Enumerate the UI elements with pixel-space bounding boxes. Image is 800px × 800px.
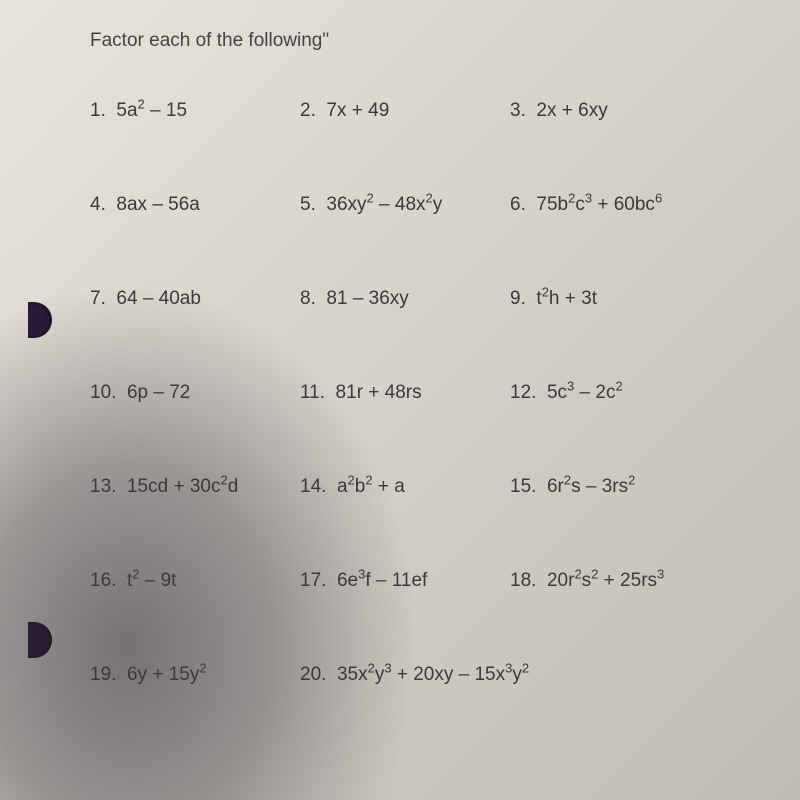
problem-8: 8. 81 – 36xy: [300, 288, 510, 310]
problem-16: 16. t2 – 9t: [90, 570, 300, 592]
problem-3: 3. 2x + 6xy: [510, 100, 730, 122]
problem-9: 9. t2h + 3t: [510, 288, 730, 310]
worksheet-title: Factor each of the following": [90, 30, 750, 52]
problem-19: 19. 6y + 15y2: [90, 664, 300, 686]
problem-13: 13. 15cd + 30c2d: [90, 476, 300, 498]
problem-grid: 1. 5a2 – 152. 7x + 493. 2x + 6xy 4. 8ax –…: [90, 100, 750, 686]
problem-1: 1. 5a2 – 15: [90, 100, 300, 122]
problem-20: 20. 35x2y3 + 20xy – 15x3y2: [300, 664, 730, 686]
problem-18: 18. 20r2s2 + 25rs3: [510, 570, 730, 592]
problem-12: 12. 5c3 – 2c2: [510, 382, 730, 404]
problem-14: 14. a2b2 + a: [300, 476, 510, 498]
problem-11: 11. 81r + 48rs: [300, 382, 510, 404]
problem-7: 7. 64 – 40ab: [90, 288, 300, 310]
punch-hole: [28, 302, 52, 338]
problem-6: 6. 75b2c3 + 60bc6: [510, 194, 730, 216]
problem-17: 17. 6e3f – 11ef: [300, 570, 510, 592]
problem-4: 4. 8ax – 56a: [90, 194, 300, 216]
problem-10: 10. 6p – 72: [90, 382, 300, 404]
problem-15: 15. 6r2s – 3rs2: [510, 476, 730, 498]
problem-5: 5. 36xy2 – 48x2y: [300, 194, 510, 216]
worksheet-content: Factor each of the following" 1. 5a2 – 1…: [90, 30, 750, 686]
punch-hole: [28, 622, 52, 658]
problem-2: 2. 7x + 49: [300, 100, 510, 122]
